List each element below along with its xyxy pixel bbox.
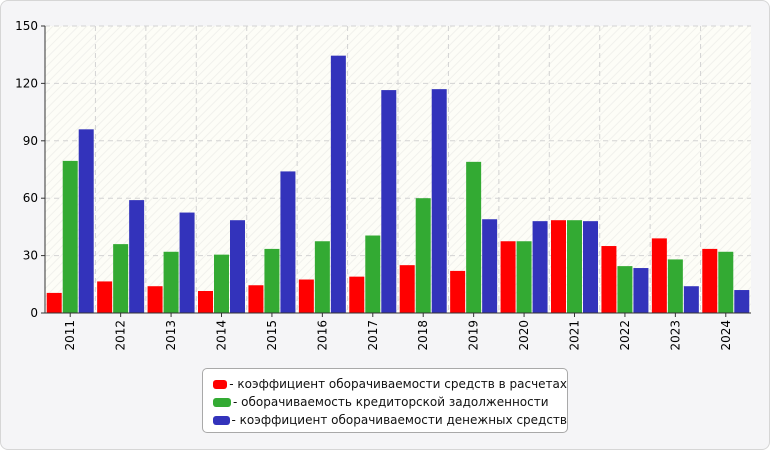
bar-cash-2013 <box>179 212 195 313</box>
bar-receivables-2015 <box>248 285 264 313</box>
bar-receivables-2019 <box>450 270 466 313</box>
x-tick-label: 2018 <box>416 320 430 351</box>
x-axis-tick-labels: 2011 2012 2013 2014 2015 2016 2017 2018 2019 2020… <box>63 320 733 351</box>
bar-payables-2019 <box>466 161 482 313</box>
bar-payables-2017 <box>365 235 381 313</box>
legend-swatch-payables <box>213 397 231 407</box>
bar-cash-2019 <box>482 219 498 313</box>
x-tick-label: 2015 <box>265 320 279 351</box>
bar-payables-2024 <box>718 251 734 313</box>
bar-payables-2022 <box>617 266 633 313</box>
bar-payables-2016 <box>314 241 330 313</box>
bar-receivables-2016 <box>298 279 314 313</box>
bar-receivables-2024 <box>702 248 718 313</box>
bar-receivables-2012 <box>97 281 113 313</box>
bar-cash-2024 <box>734 290 750 313</box>
bar-payables-2014 <box>214 254 229 313</box>
bar-cash-2020 <box>532 221 548 313</box>
bar-payables-2011 <box>62 160 78 313</box>
bar-payables-2013 <box>163 251 179 313</box>
x-tick-label: 2012 <box>114 320 128 351</box>
y-tick-label: 30 <box>23 249 38 263</box>
bar-receivables-2021 <box>551 220 566 313</box>
bar-cash-2017 <box>381 90 397 313</box>
bar-payables-2020 <box>516 241 532 313</box>
bar-payables-2023 <box>667 259 683 313</box>
x-tick-label: 2023 <box>668 320 682 351</box>
bar-receivables-2014 <box>198 290 213 313</box>
grid-lines <box>45 25 751 313</box>
legend-label-receivables: - коэффициент оборачиваемости средств в … <box>229 377 567 391</box>
y-axis-tick-labels: 0 30 60 90 120 150 <box>15 19 38 320</box>
bar-receivables-2011 <box>46 292 62 313</box>
x-tick-label: 2013 <box>164 320 178 351</box>
bar-cash-2015 <box>280 171 296 313</box>
x-tick-label: 2024 <box>719 320 733 351</box>
bar-payables-2012 <box>113 244 129 313</box>
bar-payables-2018 <box>415 198 431 313</box>
y-tick-label: 0 <box>30 306 38 320</box>
bar-receivables-2017 <box>349 276 365 313</box>
bar-receivables-2013 <box>147 286 163 313</box>
bar-cash-2014 <box>230 220 245 313</box>
bar-cash-2022 <box>633 268 649 313</box>
x-tick-label: 2014 <box>215 320 229 351</box>
bar-cash-2023 <box>683 286 699 313</box>
bar-cash-2018 <box>431 89 447 313</box>
legend-swatch-receivables <box>213 379 228 389</box>
bar-receivables-2023 <box>651 238 667 313</box>
legend-item-payables: - оборачиваемость кредиторской задолженн… <box>213 393 567 411</box>
x-tick-label: 2022 <box>618 320 632 351</box>
y-tick-label: 150 <box>15 19 38 33</box>
x-tick-label: 2016 <box>315 320 329 351</box>
bar-cash-2012 <box>129 200 145 313</box>
x-tick-label: 2021 <box>568 320 582 351</box>
legend-label-cash: - коэффициент оборачиваемости денежных с… <box>231 413 568 427</box>
legend-swatch-cash <box>213 415 230 425</box>
legend-label-payables: - оборачиваемость кредиторской задолженн… <box>233 395 549 409</box>
y-tick-label: 60 <box>23 191 38 205</box>
bar-receivables-2022 <box>601 246 617 313</box>
bar-payables-2021 <box>567 220 582 313</box>
bar-receivables-2018 <box>399 265 415 313</box>
axes <box>41 25 751 317</box>
bar-cash-2011 <box>78 129 94 313</box>
y-tick-label: 120 <box>15 76 38 90</box>
bar-cash-2021 <box>583 221 598 313</box>
y-tick-label: 90 <box>23 134 38 148</box>
legend-item-cash: - коэффициент оборачиваемости денежных с… <box>213 411 567 429</box>
bar-payables-2015 <box>264 248 280 313</box>
legend-item-receivables: - коэффициент оборачиваемости средств в … <box>213 375 567 393</box>
x-tick-label: 2020 <box>517 320 531 351</box>
x-tick-label: 2011 <box>63 320 77 351</box>
bar-receivables-2020 <box>500 241 516 313</box>
bars <box>46 55 750 313</box>
x-tick-label: 2017 <box>366 320 380 351</box>
x-tick-label: 2019 <box>467 320 481 351</box>
legend: - коэффициент оборачиваемости средств в … <box>202 368 568 433</box>
bar-cash-2016 <box>330 55 346 313</box>
